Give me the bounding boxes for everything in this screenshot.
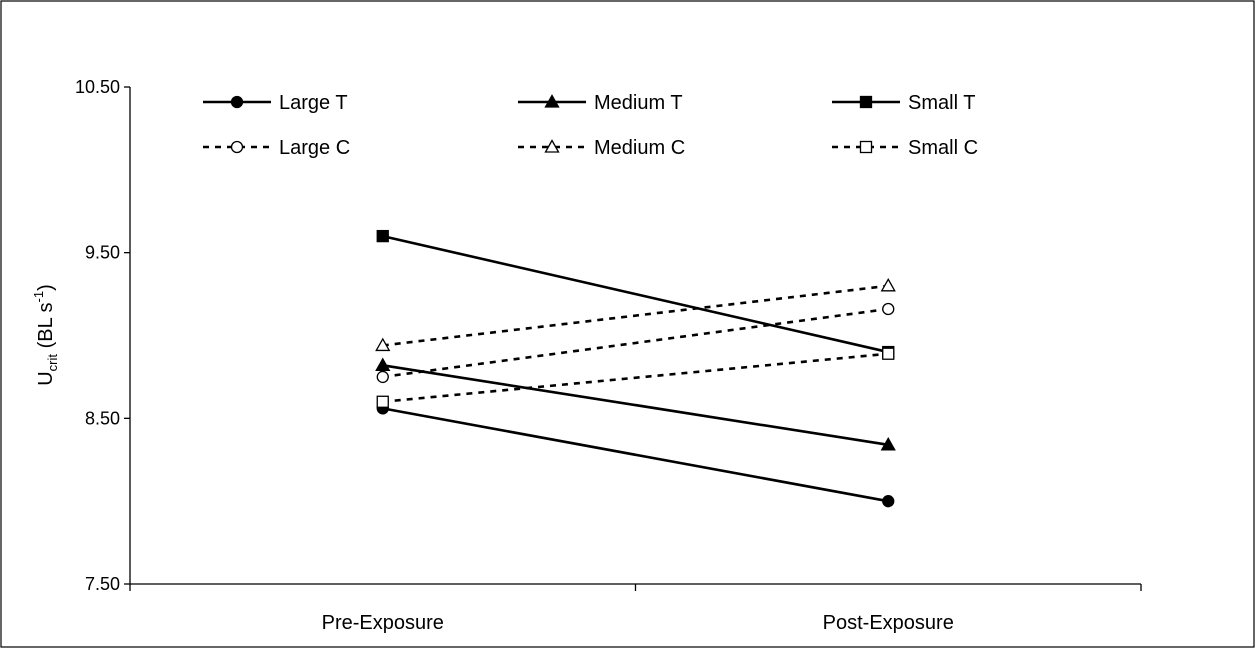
x-tick-label: Post-Exposure [823, 612, 954, 634]
legend-label: Large T [279, 92, 348, 114]
data-point [376, 370, 389, 384]
x-ticks: Pre-Exposure Post-Exposure [129, 584, 1142, 634]
legend-marker [544, 139, 560, 153]
data-point [375, 357, 391, 371]
data-point [882, 495, 895, 508]
y-axis-label: Ucrit (BL s-1) [31, 284, 60, 386]
series-small-c [376, 347, 895, 408]
legend-item: Large C [203, 137, 350, 159]
data-point [376, 395, 389, 408]
y-tick-label: 8.50 [85, 408, 120, 428]
data-point [882, 347, 895, 360]
legend-item: Small C [832, 137, 978, 159]
legend-label: Medium T [594, 92, 683, 114]
legend-label: Small C [908, 137, 978, 159]
data-point [882, 302, 895, 316]
legend-item: Medium T [518, 92, 683, 114]
legend: Large T Medium T Small T Large C Medium C Sma… [203, 92, 978, 159]
y-label-subscript: crit [45, 354, 60, 372]
legend-label: Medium C [594, 137, 685, 159]
series-line [382, 407, 889, 503]
legend-marker [230, 95, 244, 109]
y-label-superscript: -1 [31, 291, 46, 303]
y-tick-label: 9.50 [85, 243, 120, 263]
series-line [382, 234, 889, 354]
legend-label: Small T [908, 92, 975, 114]
data-point [880, 277, 896, 292]
series-medium-t [375, 357, 896, 451]
series-layer [375, 229, 896, 508]
legend-marker [859, 140, 873, 154]
series-line [382, 364, 889, 447]
legend-item: Small T [832, 92, 975, 114]
y-ticks: 7.50 8.50 9.50 10.50 [75, 77, 130, 594]
legend-marker [230, 140, 244, 154]
legend-marker [544, 94, 560, 108]
x-tick-label: Pre-Exposure [322, 612, 444, 634]
legend-marker [859, 95, 873, 109]
y-label-unit-open: (BL s [35, 302, 57, 354]
data-point [375, 337, 391, 352]
legend-item: Medium C [518, 137, 685, 159]
y-tick-label: 10.50 [75, 77, 120, 97]
y-label-unit-close: ) [35, 284, 57, 291]
series-large-c [376, 302, 895, 384]
series-line [382, 284, 889, 347]
data-point [376, 229, 389, 243]
y-label-main: U [35, 371, 57, 385]
data-point [880, 437, 896, 451]
legend-item: Large T [203, 92, 348, 114]
y-tick-label: 7.50 [85, 574, 120, 594]
series-line [382, 352, 889, 404]
legend-label: Large C [279, 137, 350, 159]
series-line [382, 307, 889, 379]
series-medium-c [375, 277, 896, 352]
